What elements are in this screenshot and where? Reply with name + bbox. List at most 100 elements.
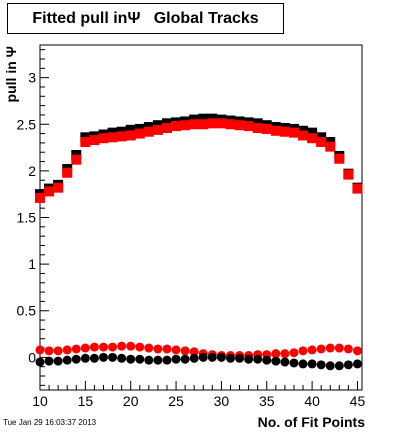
square-marker-1 [53,182,64,193]
square-marker-1 [198,119,209,130]
circle-marker-2 [117,341,127,351]
square-marker-0 [125,124,136,135]
square-marker-1 [62,167,73,178]
circle-marker-2 [325,343,335,353]
circle-marker-2 [280,349,290,359]
data-points-group [35,113,363,371]
plot-frame-group [39,44,363,391]
x-tick-label: 35 [259,393,275,409]
circle-marker-2 [171,345,181,355]
square-marker-1 [125,130,136,141]
circle-marker-3 [80,353,90,363]
square-marker-1 [161,122,172,133]
square-marker-1 [152,124,163,135]
y-tick-label: 1 [28,256,36,272]
circle-marker-2 [343,344,353,354]
square-marker-1 [225,119,236,130]
square-marker-1 [325,141,336,152]
circle-marker-2 [98,342,108,352]
y-tick-label: 2 [28,163,36,179]
y-tick-label: 0.5 [17,303,37,319]
circle-marker-3 [262,355,272,365]
square-marker-1 [171,121,182,132]
y-tick-label: 0 [28,349,36,365]
circle-marker-3 [343,360,353,370]
square-marker-1 [89,135,100,146]
x-tick-label: 15 [78,393,94,409]
square-marker-1 [189,119,200,130]
circle-marker-3 [307,359,317,369]
circle-marker-2 [108,342,118,352]
circle-marker-3 [162,355,172,365]
circle-marker-2 [352,346,362,356]
circle-marker-3 [171,354,181,364]
square-marker-1 [270,125,281,136]
circle-marker-3 [235,353,245,363]
circle-marker-2 [162,344,172,354]
circle-marker-3 [225,353,235,363]
square-marker-1 [134,128,145,139]
square-marker-1 [298,130,309,141]
circle-marker-3 [289,358,299,368]
square-marker-1 [180,120,191,131]
circle-marker-2 [180,346,190,356]
circle-marker-3 [89,353,99,363]
circle-marker-3 [280,357,290,367]
square-marker-1 [143,126,154,137]
circle-marker-2 [89,342,99,352]
square-marker-0 [198,113,209,124]
circle-marker-3 [144,355,154,365]
circle-marker-2 [307,345,317,355]
circle-marker-2 [316,344,326,354]
circle-marker-3 [253,354,263,364]
y-tick-label: 1.5 [17,210,37,226]
circle-marker-2 [153,344,163,354]
square-marker-1 [116,131,127,142]
circle-marker-2 [289,348,299,358]
circle-marker-2 [71,344,81,354]
chart-title: Fitted pull inΨ Global Tracks [32,9,259,27]
circle-marker-2 [80,343,90,353]
circle-marker-2 [298,346,308,356]
circle-marker-3 [44,356,54,366]
circle-marker-3 [117,353,127,363]
circle-marker-2 [271,349,281,359]
circle-marker-3 [180,354,190,364]
circle-marker-3 [189,353,199,363]
square-marker-1 [352,183,363,194]
x-axis-label: No. of Fit Points [258,414,366,430]
square-marker-1 [35,192,45,203]
square-marker-1 [98,133,109,144]
square-marker-1 [71,154,82,165]
circle-marker-2 [62,345,72,355]
plot-frame [39,44,363,391]
circle-marker-2 [53,346,63,356]
circle-marker-3 [153,355,163,365]
circle-marker-3 [334,361,344,371]
circle-marker-3 [98,352,108,362]
square-marker-1 [252,122,263,133]
circle-marker-3 [126,354,136,364]
circle-marker-3 [298,359,308,369]
x-tick-label: 25 [168,393,184,409]
square-marker-1 [107,132,118,143]
circle-marker-2 [189,347,199,357]
circle-marker-3 [108,352,118,362]
square-marker-1 [307,133,318,144]
timestamp-label: Tue Jan 29 16:03:37 2013 [3,418,97,427]
square-marker-1 [288,127,299,138]
circle-marker-2 [44,346,54,356]
square-marker-1 [334,153,345,164]
circle-marker-2 [126,341,136,351]
circle-marker-3 [198,352,208,362]
square-marker-1 [44,186,55,197]
x-tick-label: 40 [304,393,320,409]
circle-marker-3 [325,361,335,371]
y-tick-label: 2.5 [17,116,37,132]
square-marker-0 [307,127,318,138]
circle-marker-2 [144,343,154,353]
circle-marker-3 [271,356,281,366]
square-marker-1 [216,118,227,129]
tick-labels-group: 10 15 20 25 30 35 40 45 0 0.5 1 1.5 2 2.5 3 [17,70,366,409]
